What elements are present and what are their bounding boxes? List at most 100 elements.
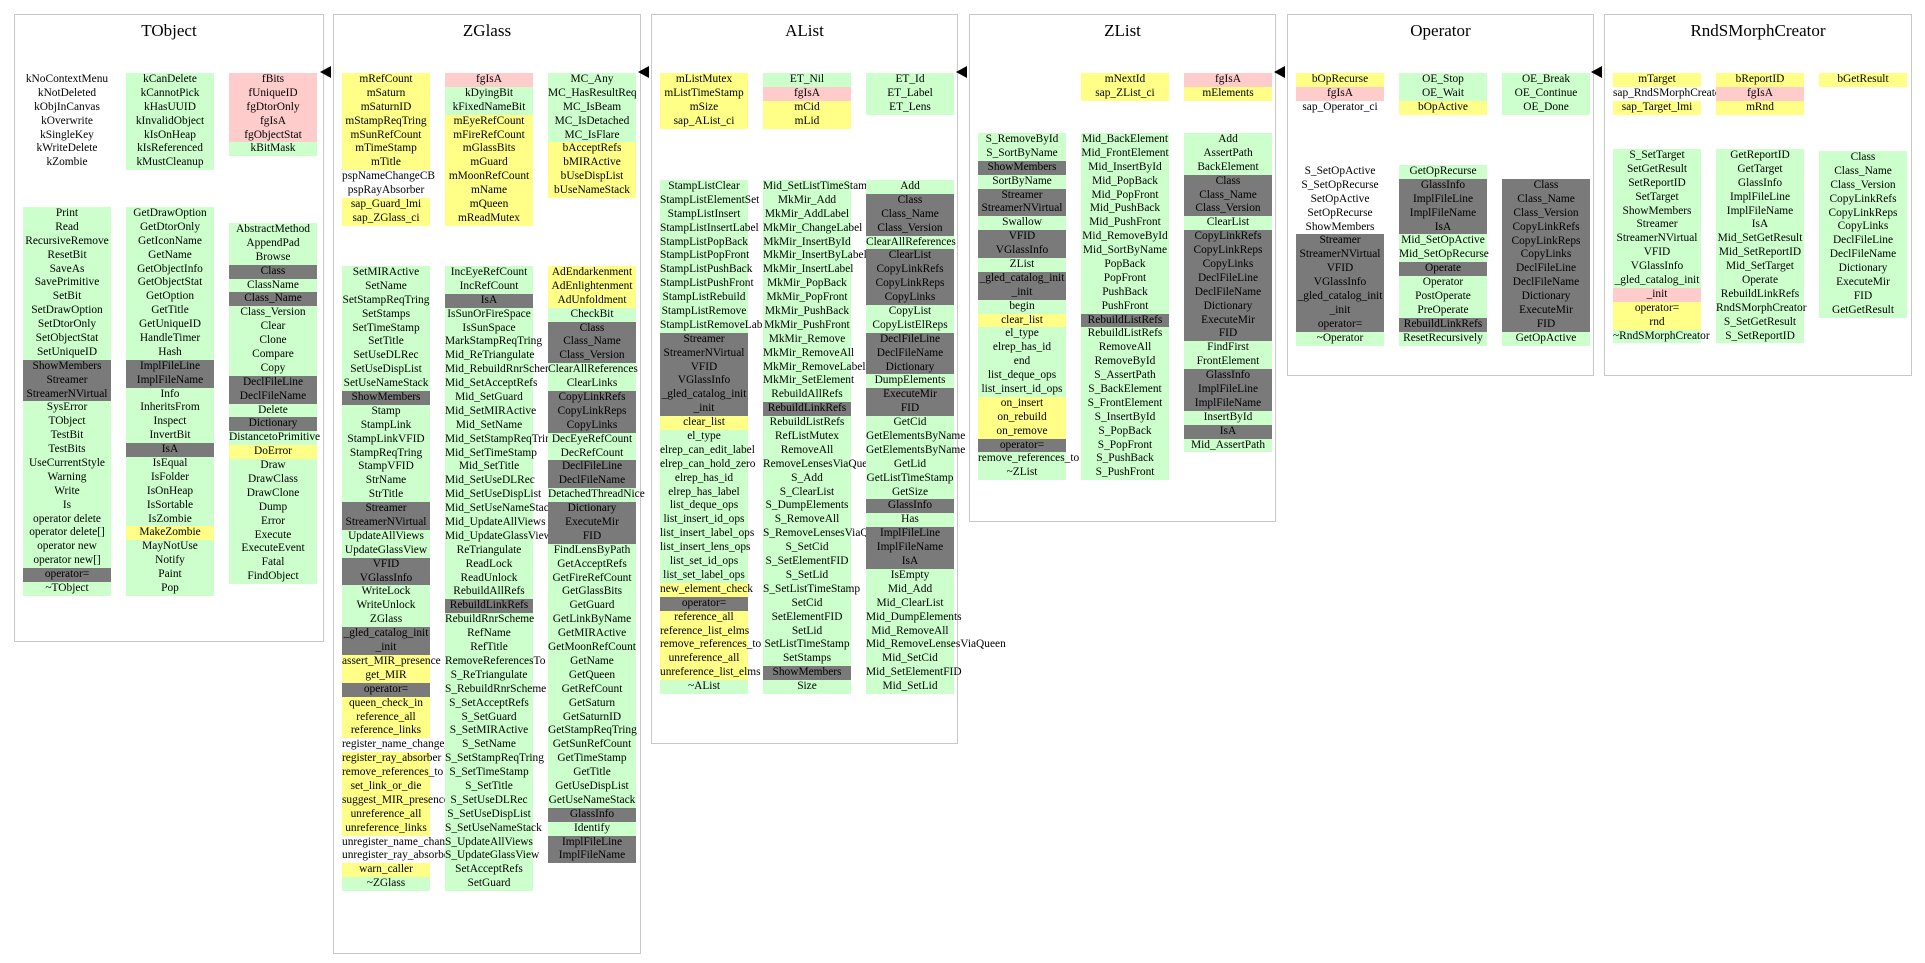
member-item: MkMir_PushBack — [763, 305, 851, 319]
member-group: GetOpRecurse GlassInfo ImplFileLine ImplFil… — [1397, 165, 1489, 346]
member-item: StrName — [342, 474, 430, 489]
member-item: Mid_SetOpActive — [1399, 234, 1487, 249]
member-item: operator new[] — [23, 554, 111, 569]
class-title: AList — [785, 21, 824, 40]
member-item: IncEyeRefCount — [445, 266, 533, 280]
member-item: InheritsFrom — [126, 401, 214, 416]
member-item: mGuard — [445, 156, 533, 171]
member-item: MkMir_AddLabel — [763, 207, 851, 222]
member-item: Inspect — [126, 415, 214, 430]
member-item: ~ZList — [978, 466, 1066, 481]
member-item: CopyLinkReps — [548, 404, 636, 419]
member-item: Pop — [126, 582, 214, 596]
member-item: S_SetMIRActive — [445, 724, 533, 739]
member-item: OE_Wait — [1399, 86, 1487, 101]
member-item: kHasUUID — [126, 100, 214, 115]
member-item: GetOpActive — [1502, 331, 1590, 346]
member-item: S_PushBack — [1081, 452, 1169, 467]
member-item: Mid_SetUseDLRec — [445, 474, 535, 489]
member-item: Hash — [126, 345, 214, 360]
member-item: RefName — [445, 627, 533, 642]
member-item: GetLinkByName — [548, 613, 636, 628]
member-item: bGetResult — [1819, 73, 1907, 87]
member-item: DrawClass — [229, 473, 317, 487]
member-item: ImplFileLine — [126, 359, 214, 374]
member-item: SetTarget — [1613, 190, 1701, 205]
member-item: RebuildLinkRefs — [1716, 287, 1804, 302]
member-group: MC_Any MC_HasResultReq MC_IsBeam MC_IsDetac… — [546, 73, 638, 199]
class-title: RndSMorphCreator — [1690, 21, 1826, 40]
member-item: GetDtorOnly — [126, 220, 214, 235]
member-group: mTarget sap_RndSMorphCreator_ci sap_Target… — [1611, 73, 1738, 115]
member-item: IsSortable — [126, 498, 214, 513]
member-item: Class_Version — [548, 349, 636, 364]
member-item: Paint — [126, 568, 214, 583]
member-item: S_InsertById — [1081, 410, 1169, 425]
member-item: ZList — [978, 258, 1066, 272]
member-item: _gled_catalog_init — [1296, 290, 1384, 304]
member-item: S_BackElement — [1081, 383, 1169, 397]
member-item: ImplFileName — [1184, 396, 1272, 411]
member-item: reference_all — [342, 710, 430, 725]
member-item: Dictionary — [1819, 262, 1907, 277]
member-item: mName — [445, 184, 533, 199]
member-item: StampListInsert — [660, 207, 748, 222]
member-item: on_remove — [978, 424, 1066, 439]
member-item: PushFront — [1081, 299, 1169, 314]
class-title: ZList — [1104, 21, 1141, 40]
member-item: reference_list_elms — [660, 624, 750, 639]
member-item: StreamerNVirtual — [342, 516, 430, 530]
member-item: CopyLinkRefs — [1502, 220, 1590, 235]
member-item: FID — [1819, 289, 1907, 304]
member-item: S_SetLid — [763, 568, 851, 583]
member-item: bOpRecurse — [1296, 73, 1384, 87]
member-item: StreamerNVirtual — [660, 346, 748, 361]
member-item: StampListPopBack — [660, 235, 748, 250]
member-item: Class — [1819, 151, 1907, 165]
member-group: OE_Stop OE_Wait bOpActive — [1397, 73, 1489, 115]
member-item: Delete — [229, 403, 317, 418]
member-item: CopyLinkReps — [866, 277, 954, 292]
member-item: VGlassInfo — [1613, 260, 1701, 275]
member-item: CopyLinkReps — [1819, 206, 1907, 221]
member-item: ImplFileName — [866, 541, 954, 556]
member-group: Class Class_Name Class_Version CopyLinkRefs… — [1500, 179, 1592, 346]
member-item: ShowMembers — [23, 359, 111, 374]
member-item: VGlassInfo — [660, 374, 748, 389]
member-item: ET_Lens — [866, 100, 954, 115]
member-item: Mid_InsertById — [1081, 160, 1169, 175]
member-item: S_RemoveAll — [763, 513, 851, 528]
member-item: IsFolder — [126, 470, 214, 485]
member-item: SetObjectStat — [23, 332, 111, 346]
member-item: CopyLinks — [1184, 258, 1272, 272]
inheritance-arrow-icon — [956, 66, 967, 78]
member-item: S_SetListTimeStamp — [763, 582, 861, 597]
member-item: fgIsA — [1184, 73, 1272, 87]
member-group: Mid_SetListTimeStamp MkMir_Add MkMir_AddLa… — [761, 180, 890, 694]
member-item: Dictionary — [1502, 290, 1590, 305]
member-item: PopBack — [1081, 258, 1169, 272]
member-item: StampLinkVFID — [342, 432, 430, 447]
member-item: Mid_FrontElement — [1081, 146, 1169, 161]
member-item: Mid_SortByName — [1081, 244, 1169, 259]
member-item: unreference_all — [660, 652, 748, 667]
member-item: VFID — [660, 360, 748, 375]
member-item: CheckBit — [548, 307, 636, 322]
member-item: kCanDelete — [126, 73, 214, 87]
member-item: sap_AList_ci — [660, 114, 748, 129]
member-item: DeclFileLine — [1184, 271, 1272, 286]
member-item: elrep_can_hold_zero — [660, 457, 756, 472]
member-item: ImplFileName — [1399, 206, 1487, 221]
member-item: IsA — [1399, 220, 1487, 235]
member-item: S_PushFront — [1081, 466, 1169, 481]
member-item: SetElementFID — [763, 610, 851, 625]
member-item: GetSunRefCount — [548, 738, 636, 753]
member-group: Class Class_Name Class_Version CopyLinkRefs… — [1817, 151, 1909, 318]
member-item: StampListRebuild — [660, 291, 748, 306]
member-item: Class_Name — [1184, 188, 1272, 203]
member-item: kNotDeleted — [37, 86, 97, 99]
member-item: operator delete[] — [23, 526, 111, 541]
member-item: StampListPushFront — [660, 277, 754, 292]
member-item: ~RndSMorphCreator — [1613, 329, 1710, 344]
member-item: StreamerNVirtual — [1613, 232, 1701, 247]
